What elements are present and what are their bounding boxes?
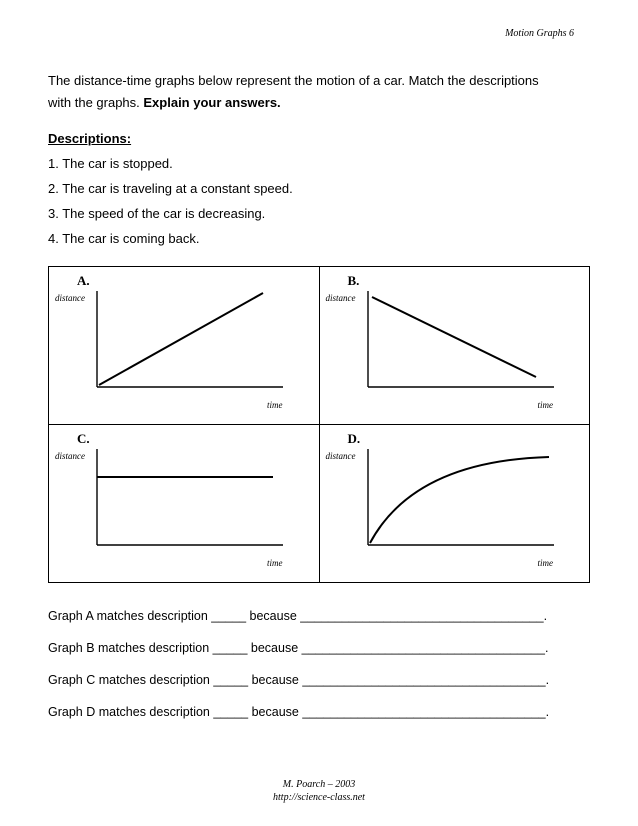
chart-b: [364, 289, 564, 399]
graph-grid: A. distance time B. distance time C. dis…: [48, 266, 590, 583]
ylabel: distance: [326, 293, 356, 303]
xlabel: time: [267, 558, 283, 568]
page-footer: M. Poarch – 2003 http://science-class.ne…: [0, 779, 638, 804]
description-item: 1. The car is stopped.: [48, 156, 590, 171]
intro-line1: The distance-time graphs below represent…: [48, 73, 539, 88]
graph-panel-c: C. distance time: [49, 425, 320, 583]
graph-panel-d: D. distance time: [319, 425, 590, 583]
footer-url: http://science-class.net: [0, 792, 638, 805]
chart-d: [364, 447, 564, 557]
panel-label-d: D.: [348, 431, 361, 447]
description-item: 3. The speed of the car is decreasing.: [48, 206, 590, 221]
answer-line-a: Graph A matches description _____ becaus…: [48, 609, 590, 623]
answers-block: Graph A matches description _____ becaus…: [48, 609, 590, 719]
answer-line-b: Graph B matches description _____ becaus…: [48, 641, 590, 655]
intro-line2b: Explain your answers.: [143, 95, 280, 110]
page-header-right: Motion Graphs 6: [505, 28, 574, 39]
intro-line2a: with the graphs.: [48, 95, 143, 110]
panel-label-a: A.: [77, 273, 90, 289]
intro-text: The distance-time graphs below represent…: [48, 70, 590, 113]
chart-c: [93, 447, 293, 557]
description-item: 4. The car is coming back.: [48, 231, 590, 246]
ylabel: distance: [55, 451, 85, 461]
footer-author: M. Poarch – 2003: [0, 779, 638, 792]
answer-line-d: Graph D matches description _____ becaus…: [48, 705, 590, 719]
panel-label-c: C.: [77, 431, 90, 447]
ylabel: distance: [326, 451, 356, 461]
xlabel: time: [538, 558, 554, 568]
graph-panel-a: A. distance time: [49, 267, 320, 425]
xlabel: time: [267, 400, 283, 410]
description-item: 2. The car is traveling at a constant sp…: [48, 181, 590, 196]
panel-label-b: B.: [348, 273, 360, 289]
answer-line-c: Graph C matches description _____ becaus…: [48, 673, 590, 687]
chart-a: [93, 289, 293, 399]
graph-panel-b: B. distance time: [319, 267, 590, 425]
descriptions-heading: Descriptions:: [48, 131, 590, 146]
ylabel: distance: [55, 293, 85, 303]
xlabel: time: [538, 400, 554, 410]
descriptions-list: 1. The car is stopped. 2. The car is tra…: [48, 156, 590, 246]
